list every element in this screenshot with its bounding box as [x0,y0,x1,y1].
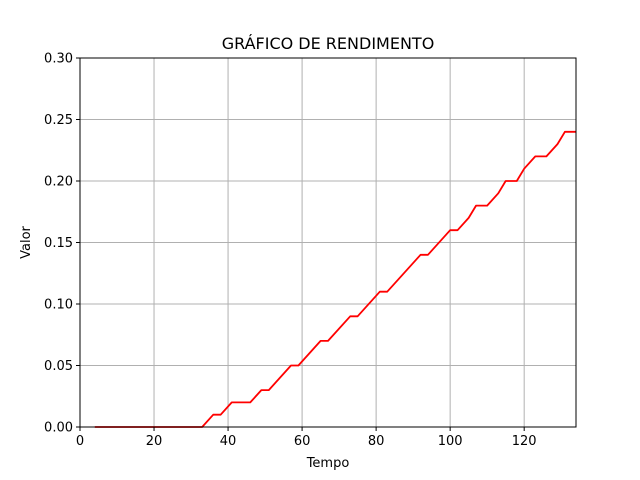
y-tick-label: 0.20 [44,175,73,190]
x-axis: 0 20 40 60 80 100 120 [76,427,537,449]
y-axis-label: Valor [19,225,34,258]
x-tick-label: 60 [294,434,311,449]
y-tick-label: 0.10 [44,298,73,313]
y-tick-label: 0.30 [44,52,73,67]
series-line [94,130,576,428]
x-tick-label: 20 [146,434,163,449]
x-tick-label: 120 [512,434,537,449]
x-tick-label: 0 [76,434,84,449]
x-tick-label: 40 [220,434,237,449]
series-group [94,130,576,428]
y-tick-label: 0.25 [44,113,73,128]
x-axis-label: Tempo [306,456,350,471]
y-tick-label: 0.00 [44,421,73,436]
y-tick-label: 0.15 [44,236,73,251]
y-axis: 0.00 0.05 0.10 0.15 0.20 0.25 0.30 [44,52,80,436]
x-tick-label: 100 [438,434,463,449]
y-tick-label: 0.05 [44,359,73,374]
chart-title: GRÁFICO DE RENDIMENTO [222,34,435,53]
x-tick-label: 80 [368,434,385,449]
